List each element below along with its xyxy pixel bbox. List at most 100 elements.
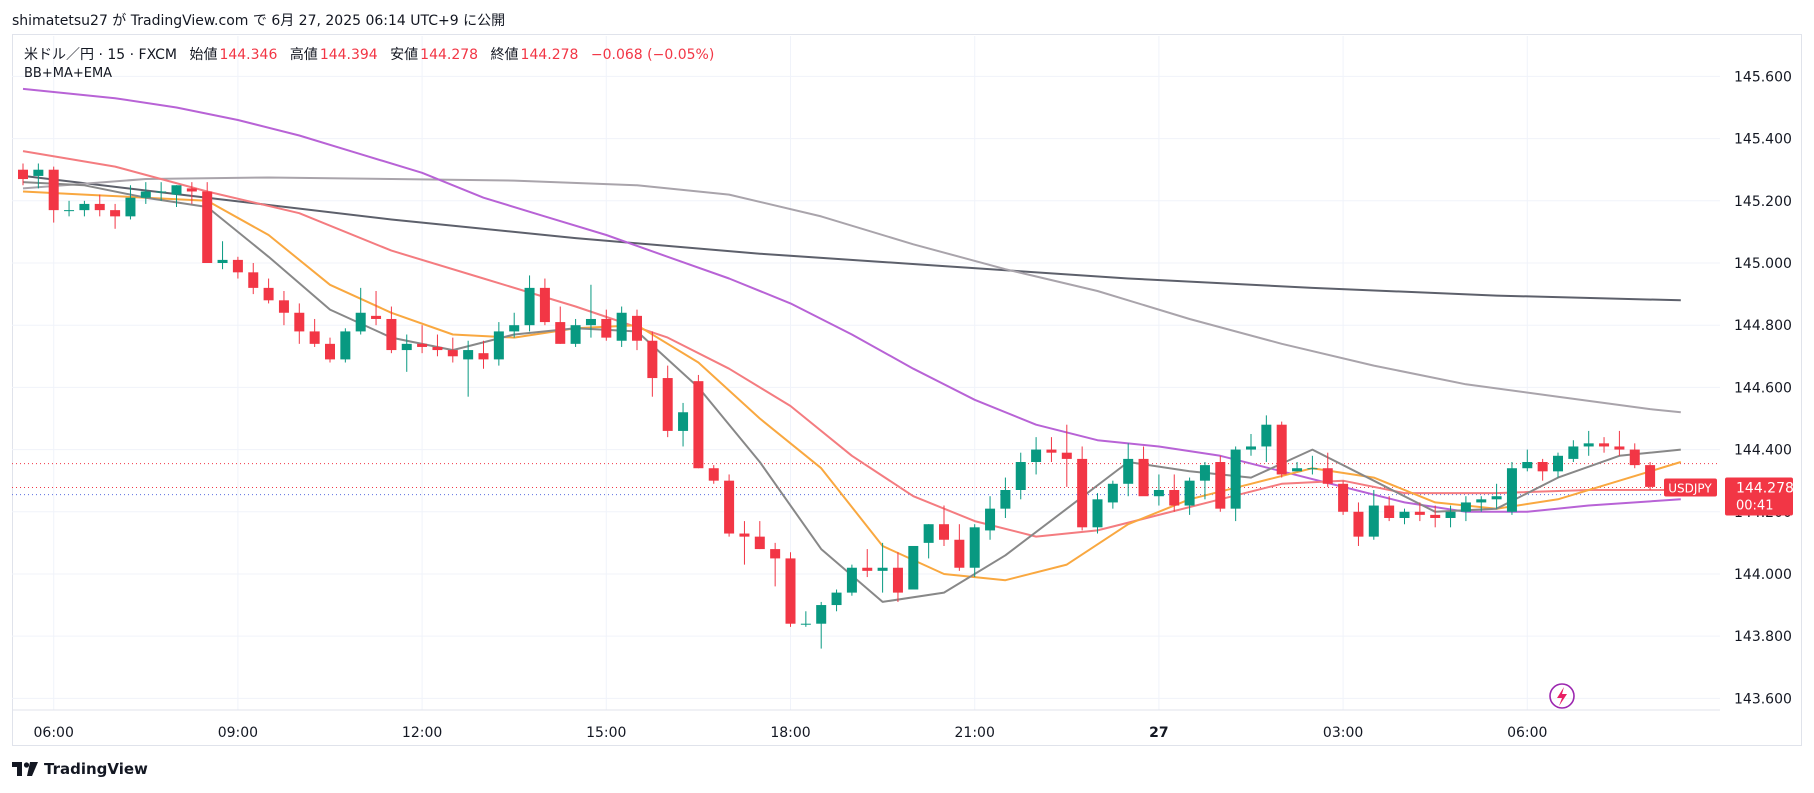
publish-date: 6月 27, 2025 06:14 UTC+9 (271, 13, 459, 29)
close-label: 終値 (490, 47, 519, 63)
candle (601, 309, 612, 341)
y-tick-label: 145.400 (1734, 132, 1792, 148)
x-tick-label: 21:00 (955, 725, 995, 741)
symbol-label[interactable]: 米ドル／円 · 15 · FXCM (24, 47, 177, 63)
author-name[interactable]: shimatetsu27 (12, 13, 108, 29)
candle (785, 552, 796, 627)
candle (724, 474, 735, 537)
candle (1399, 508, 1410, 525)
y-tick-label: 145.200 (1734, 194, 1792, 210)
time-axis: 06:00 09:00 12:00 15:00 18:00 21:00 27 03:00 06:… (12, 709, 1720, 741)
price-badge (1725, 477, 1793, 516)
badge-symbol: USDJPY (1668, 482, 1712, 496)
candle (616, 306, 627, 347)
y-tick-label: 144.000 (1734, 567, 1792, 583)
candle (202, 182, 213, 263)
footer-brand[interactable]: TradingView (12, 760, 148, 778)
badge-countdown: 00:41 (1736, 499, 1773, 514)
change-value: −0.068 (−0.05%) (590, 47, 715, 63)
open-label: 始値 (189, 47, 218, 63)
candle (1553, 452, 1563, 478)
candle (309, 318, 320, 347)
y-tick-label: 145.000 (1734, 256, 1792, 272)
candle (1092, 493, 1103, 534)
line-salmon (22, 150, 1681, 538)
candle (739, 521, 750, 565)
x-tick-label: 27 (1149, 725, 1168, 741)
line-gray (22, 181, 1681, 603)
candle (1353, 502, 1364, 546)
candle (754, 521, 765, 550)
indicator-lines (22, 87, 1682, 603)
candle (110, 203, 121, 229)
candle (1046, 437, 1057, 463)
last-price-badge: USDJPY 144.278 00:41 (1664, 477, 1794, 516)
candle (831, 589, 842, 612)
candle (1307, 455, 1318, 475)
candle (1522, 449, 1533, 472)
low-label: 安値 (390, 47, 419, 63)
candle (939, 505, 949, 546)
candle (1460, 496, 1471, 522)
y-tick-label: 145.600 (1734, 69, 1792, 85)
y-tick-label: 144.600 (1734, 380, 1792, 396)
candle (33, 163, 44, 189)
candle (1629, 443, 1640, 469)
candle (79, 200, 90, 217)
candle (1261, 415, 1272, 463)
candle (662, 365, 673, 438)
candle (1322, 452, 1333, 487)
candle (1199, 462, 1210, 500)
candle (1338, 480, 1349, 515)
line-orange (22, 190, 1682, 582)
candle (1276, 421, 1287, 478)
candle (954, 524, 965, 571)
candle (140, 182, 151, 204)
candle (1292, 462, 1303, 472)
candle (1445, 505, 1456, 528)
candle (1414, 502, 1425, 522)
candle (1430, 505, 1441, 528)
candle (1246, 434, 1256, 456)
candle (463, 340, 474, 397)
candle (1506, 462, 1517, 515)
candle (1230, 446, 1241, 522)
publish-header: shimatetsu27 が TradingView.com で 6月 27, … (12, 10, 505, 30)
candle (1384, 496, 1395, 522)
candle (48, 166, 59, 223)
badge-price: 144.278 (1736, 481, 1794, 497)
candle (1138, 446, 1149, 497)
low-value: 144.278 (420, 47, 479, 63)
candle (1476, 496, 1487, 512)
candle (770, 542, 781, 587)
line-ma_dark (22, 174, 1681, 302)
chart-frame (12, 34, 1802, 746)
candle (1169, 474, 1180, 512)
candle (800, 611, 811, 627)
x-tick-label: 12:00 (402, 725, 442, 741)
high-value: 144.394 (319, 47, 378, 63)
candle (64, 200, 75, 217)
candle (524, 275, 535, 332)
ohlc-legend: 米ドル／円 · 15 · FXCM 始値 144.346 高値 144.394 安値… (24, 44, 716, 64)
lightning-icon[interactable] (1549, 683, 1575, 709)
close-value: 144.278 (520, 47, 579, 63)
candle (1599, 437, 1610, 453)
candles (18, 163, 1656, 649)
candle (371, 290, 382, 326)
candle (923, 524, 934, 559)
candle (217, 241, 228, 270)
candle (693, 374, 704, 469)
candle (1000, 477, 1011, 518)
candle (1107, 480, 1118, 509)
candle (1368, 489, 1379, 540)
candle (816, 601, 827, 649)
y-tick-label: 144.800 (1734, 318, 1792, 334)
candle (278, 290, 289, 326)
candle (232, 256, 243, 279)
price-axis: 145.600 145.400 145.200 145.000 144.800 144.6… (1734, 69, 1792, 707)
indicator-label[interactable]: BB+MA+EMA (24, 66, 113, 81)
tradingview-logo-icon (12, 762, 38, 776)
candle (555, 306, 566, 344)
